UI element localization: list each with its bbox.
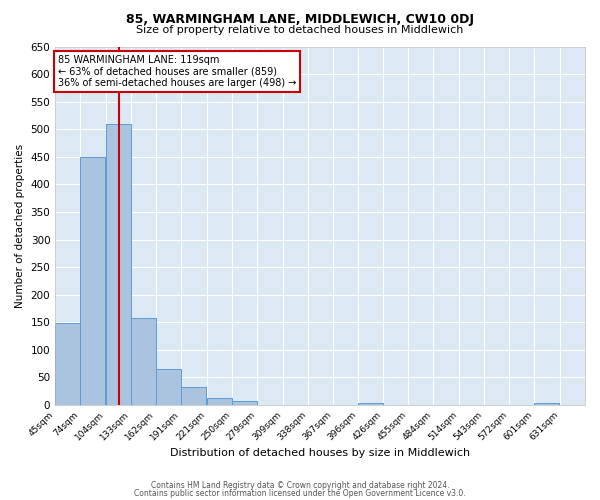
Bar xyxy=(131,318,156,405)
Text: Contains public sector information licensed under the Open Government Licence v3: Contains public sector information licen… xyxy=(134,488,466,498)
X-axis label: Distribution of detached houses by size in Middlewich: Distribution of detached houses by size … xyxy=(170,448,470,458)
Bar xyxy=(207,398,232,405)
Bar xyxy=(232,400,257,405)
Text: 85, WARMINGHAM LANE, MIDDLEWICH, CW10 0DJ: 85, WARMINGHAM LANE, MIDDLEWICH, CW10 0D… xyxy=(126,12,474,26)
Bar xyxy=(106,124,131,405)
Bar xyxy=(80,157,105,405)
Text: 85 WARMINGHAM LANE: 119sqm
← 63% of detached houses are smaller (859)
36% of sem: 85 WARMINGHAM LANE: 119sqm ← 63% of deta… xyxy=(58,55,296,88)
Text: Size of property relative to detached houses in Middlewich: Size of property relative to detached ho… xyxy=(136,25,464,35)
Bar xyxy=(55,324,80,405)
Bar xyxy=(358,404,383,405)
Bar xyxy=(534,404,559,405)
Text: Contains HM Land Registry data © Crown copyright and database right 2024.: Contains HM Land Registry data © Crown c… xyxy=(151,481,449,490)
Bar xyxy=(181,388,206,405)
Y-axis label: Number of detached properties: Number of detached properties xyxy=(15,144,25,308)
Bar xyxy=(156,369,181,405)
